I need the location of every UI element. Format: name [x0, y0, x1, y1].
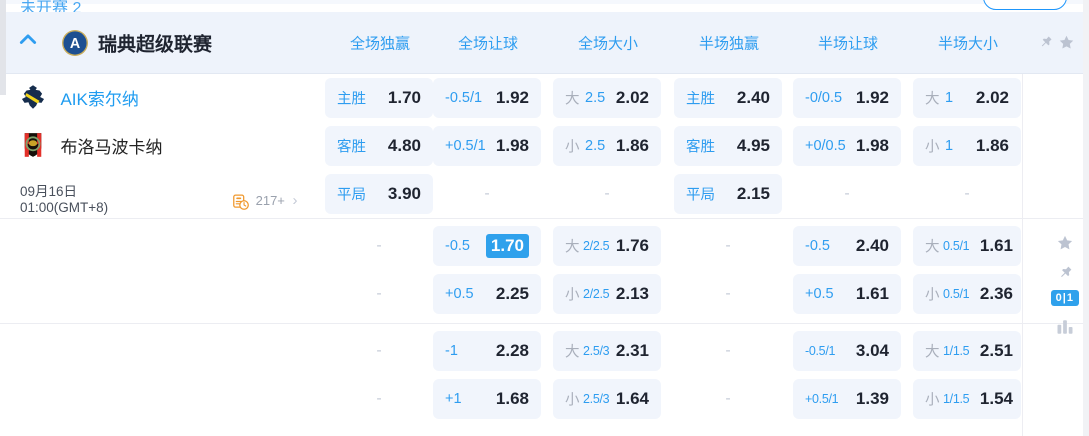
svg-text:A: A: [70, 36, 80, 52]
